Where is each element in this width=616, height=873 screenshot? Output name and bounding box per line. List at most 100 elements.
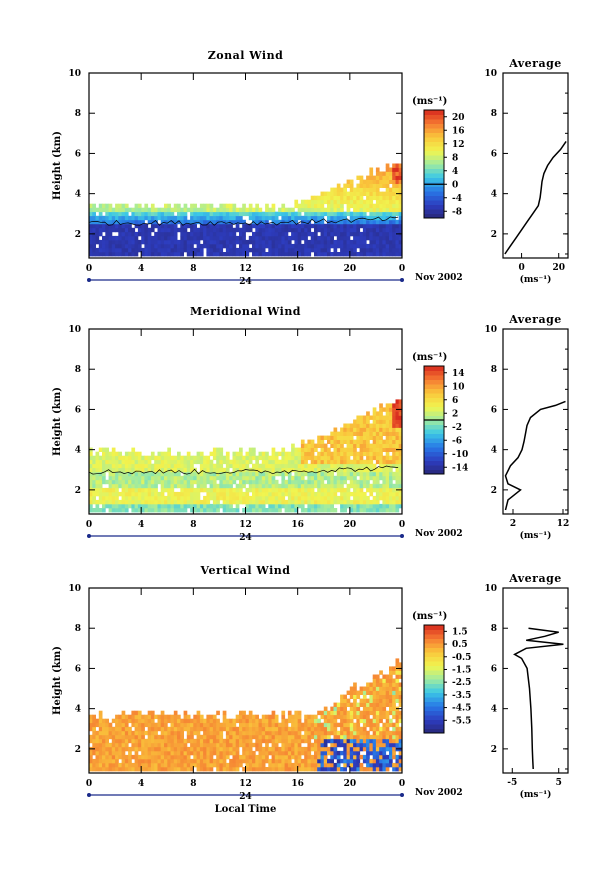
heatmap-cell bbox=[379, 191, 383, 196]
heatmap-cell bbox=[134, 714, 139, 720]
heatmap-cell bbox=[147, 726, 152, 732]
heatmap-cell bbox=[346, 463, 351, 469]
heatmap-cell bbox=[294, 235, 299, 241]
heatmap-cell bbox=[121, 459, 126, 465]
heatmap-cell bbox=[131, 475, 136, 481]
heatmap-cell bbox=[160, 714, 165, 720]
heatmap-cell bbox=[131, 231, 136, 237]
heatmap-cell bbox=[115, 714, 119, 720]
heatmap-cell bbox=[105, 722, 109, 728]
avg-y-tick-label: 2 bbox=[491, 230, 497, 240]
heatmap-cell bbox=[356, 211, 361, 217]
heatmap-cell bbox=[349, 243, 354, 249]
heatmap-cell bbox=[177, 762, 181, 768]
heatmap-cell bbox=[160, 718, 165, 724]
heatmap-cell bbox=[124, 767, 129, 772]
heatmap-cell bbox=[314, 207, 318, 213]
heatmap-cell bbox=[98, 758, 103, 764]
heatmap-cell bbox=[128, 207, 132, 213]
heatmap-cell bbox=[261, 483, 266, 489]
heatmap-cell bbox=[382, 754, 387, 760]
heatmap-cell bbox=[359, 479, 364, 485]
heatmap-cell bbox=[121, 203, 126, 209]
heatmap-cell bbox=[219, 247, 224, 253]
heatmap-cell bbox=[245, 487, 250, 493]
heatmap-cell bbox=[124, 483, 129, 489]
heatmap-cell bbox=[248, 730, 253, 736]
heatmap-cell bbox=[124, 203, 129, 209]
heatmap-cell bbox=[134, 475, 139, 481]
heatmap-cell bbox=[300, 726, 305, 732]
heatmap-cell bbox=[372, 722, 377, 728]
heatmap-cell bbox=[323, 239, 328, 245]
heatmap-cell bbox=[150, 742, 155, 748]
colorbar-swatch bbox=[424, 406, 444, 412]
heatmap-cell bbox=[382, 431, 387, 436]
heatmap-cell bbox=[225, 231, 230, 237]
heatmap-cell bbox=[147, 746, 152, 752]
heatmap-cell bbox=[375, 686, 380, 691]
heatmap-cell bbox=[248, 455, 253, 461]
heatmap-cell bbox=[265, 508, 269, 513]
heatmap-cell bbox=[349, 227, 354, 233]
heatmap-cell bbox=[232, 455, 237, 461]
heatmap-cell bbox=[291, 730, 295, 736]
heatmap-cell bbox=[359, 508, 364, 513]
heatmap-cell bbox=[362, 706, 367, 711]
heatmap-cell bbox=[333, 187, 338, 192]
heatmap-cell bbox=[105, 734, 109, 740]
heatmap-cell bbox=[314, 479, 318, 485]
heatmap-cell bbox=[323, 750, 328, 756]
heatmap-cell bbox=[141, 463, 145, 469]
colorbar-swatch bbox=[424, 420, 444, 425]
heatmap-cell bbox=[389, 471, 393, 477]
heatmap-cell bbox=[252, 483, 256, 489]
heatmap-cell bbox=[98, 231, 103, 237]
heatmap-cell bbox=[137, 215, 142, 221]
x-tick-label: 12 bbox=[239, 520, 252, 530]
heatmap-cell bbox=[170, 767, 175, 772]
heatmap-cell bbox=[287, 451, 292, 457]
heatmap-cell bbox=[385, 674, 390, 679]
heatmap-cell bbox=[255, 475, 259, 481]
heatmap-cell bbox=[248, 714, 253, 720]
heatmap-cell bbox=[320, 487, 325, 493]
heatmap-cell bbox=[150, 495, 155, 501]
heatmap-cell bbox=[134, 767, 139, 772]
heatmap-cell bbox=[128, 730, 132, 736]
heatmap-cell bbox=[310, 726, 315, 732]
heatmap-cell bbox=[225, 730, 230, 736]
heatmap-cell bbox=[330, 491, 334, 497]
heatmap-cell bbox=[385, 686, 390, 691]
heatmap-cell bbox=[366, 730, 370, 736]
heatmap-cell bbox=[287, 243, 292, 249]
heatmap-cell bbox=[369, 231, 374, 237]
heatmap-cell bbox=[340, 223, 344, 229]
heatmap-cell bbox=[330, 762, 334, 768]
heatmap-cell bbox=[160, 211, 165, 217]
heatmap-cell bbox=[102, 742, 106, 748]
heatmap-cell bbox=[369, 187, 374, 192]
heatmap-cell bbox=[111, 718, 116, 724]
heatmap-cell bbox=[261, 471, 266, 477]
heatmap-cell bbox=[199, 479, 204, 485]
heatmap-cell bbox=[317, 710, 321, 716]
x-tick-label: 0 bbox=[86, 264, 92, 274]
heatmap-cell bbox=[232, 746, 237, 752]
heatmap-cell bbox=[297, 722, 302, 728]
heatmap-cell bbox=[121, 762, 126, 768]
heatmap-cell bbox=[242, 754, 246, 760]
heatmap-cell bbox=[291, 443, 295, 448]
heatmap-cell bbox=[333, 714, 338, 720]
heatmap-cell bbox=[385, 694, 390, 699]
heatmap-cell bbox=[349, 734, 354, 740]
heatmap-cell bbox=[232, 767, 237, 772]
heatmap-cell bbox=[141, 235, 145, 241]
heatmap-cell bbox=[284, 742, 289, 748]
heatmap-cell bbox=[105, 223, 109, 229]
heatmap-cell bbox=[180, 487, 184, 493]
heatmap-cell bbox=[180, 767, 184, 772]
heatmap-cell bbox=[297, 479, 302, 485]
heatmap-cell bbox=[252, 742, 256, 748]
heatmap-cell bbox=[385, 455, 390, 461]
